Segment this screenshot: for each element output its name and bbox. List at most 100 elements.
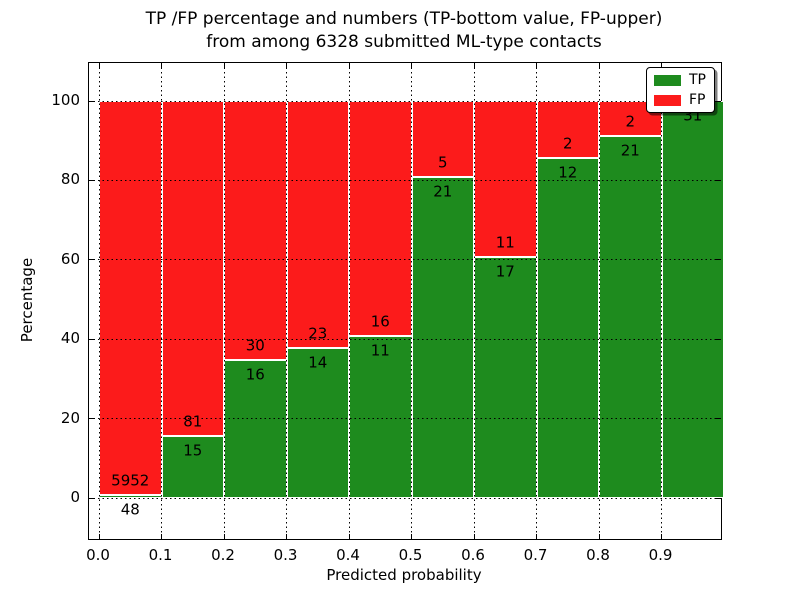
- bar-segment-fp: [349, 101, 412, 337]
- bar-segment-fp: [599, 101, 662, 136]
- grid-line-vertical: [598, 63, 600, 539]
- y-tick-label: 20: [60, 408, 80, 427]
- tp-count-label: 12: [558, 163, 578, 182]
- x-tick-label: 0.7: [523, 546, 548, 564]
- fp-count-label: 16: [370, 312, 390, 331]
- x-tick-mark: [223, 63, 225, 68]
- tp-count-label: 14: [308, 353, 328, 372]
- bar-segment-fp: [224, 101, 287, 360]
- y-tick-mark: [89, 418, 94, 420]
- fp-count-label: 23: [308, 324, 328, 343]
- x-tick-mark: [98, 63, 100, 68]
- y-tick-label: 80: [60, 170, 80, 189]
- y-tick-label: 60: [60, 249, 80, 268]
- grid-line-horizontal: [89, 338, 721, 340]
- tp-color-swatch: [654, 74, 681, 86]
- grid-line-horizontal: [89, 259, 721, 261]
- y-tick-mark: [716, 497, 721, 499]
- bar-segment-tp: [661, 101, 724, 498]
- y-tick-label: 100: [51, 91, 80, 109]
- x-tick-mark: [161, 534, 162, 539]
- x-tick-mark: [411, 534, 412, 539]
- fp-count-label: 5952: [111, 471, 150, 490]
- tp-count-label: 21: [433, 182, 453, 201]
- bar-segment-tp: [536, 157, 599, 498]
- legend: TP FP: [646, 67, 715, 113]
- x-tick-mark: [348, 534, 350, 539]
- x-tick-label: 0.0: [86, 546, 110, 564]
- chart-title-line1: TP /FP percentage and numbers (TP-bottom…: [145, 9, 663, 29]
- fp-count-label: 11: [495, 233, 515, 252]
- tp-count-label: 15: [183, 441, 203, 460]
- bar-segment-fp: [161, 101, 224, 436]
- x-tick-mark: [286, 534, 287, 539]
- legend-label-tp: TP: [689, 72, 706, 88]
- bar-segment-fp: [286, 101, 349, 348]
- grid-line-vertical: [536, 63, 537, 539]
- grid-line-vertical: [348, 63, 350, 539]
- y-tick-mark: [89, 497, 94, 499]
- x-tick-label: 0.3: [273, 546, 298, 564]
- x-tick-mark: [286, 63, 287, 68]
- x-tick-mark: [536, 63, 537, 68]
- y-tick-label: 0: [70, 488, 80, 506]
- chart-title: TP /FP percentage and numbers (TP-bottom…: [8, 8, 800, 54]
- plot-area: 5952 48 81 15 30 16 23 14 16 11 5 21 11 17 2 12 2 21 31: [88, 62, 724, 540]
- y-tick-mark: [716, 418, 721, 420]
- x-tick-label: 0.6: [461, 546, 485, 564]
- x-tick-label: 0.4: [336, 546, 360, 564]
- y-tick-mark: [716, 100, 721, 102]
- y-tick-label: 40: [60, 329, 80, 348]
- chart-title-line2: from among 6328 submitted ML-type contac…: [206, 32, 602, 52]
- grid-line-horizontal: [89, 497, 721, 499]
- y-tick-mark: [89, 338, 94, 340]
- grid-line-horizontal: [89, 179, 721, 181]
- legend-label-fp: FP: [689, 92, 706, 108]
- bar-segment-fp: [99, 101, 162, 495]
- legend-item-fp: FP: [654, 93, 707, 107]
- x-tick-mark: [223, 534, 225, 539]
- x-tick-mark: [536, 534, 537, 539]
- y-tick-mark: [716, 179, 721, 181]
- bar-segment-tp: [599, 135, 662, 498]
- bar-segment-tp: [474, 256, 537, 498]
- x-tick-mark: [161, 63, 162, 68]
- y-tick-mark: [716, 338, 721, 340]
- tp-count-label: 48: [120, 500, 140, 519]
- y-tick-mark: [716, 259, 721, 261]
- grid-line-vertical: [161, 63, 162, 539]
- x-tick-mark: [598, 63, 600, 68]
- grid-line-vertical: [223, 63, 225, 539]
- fp-count-label: 81: [183, 412, 203, 431]
- x-tick-mark: [661, 63, 662, 68]
- x-tick-label: 0.9: [648, 546, 673, 564]
- tp-count-label: 11: [370, 341, 390, 360]
- bar-segment-fp: [536, 101, 599, 158]
- y-tick-mark: [89, 179, 94, 181]
- fp-count-label: 2: [562, 134, 573, 153]
- grid-line-vertical: [98, 63, 100, 539]
- fp-color-swatch: [654, 94, 681, 106]
- fp-count-label: 2: [625, 112, 636, 131]
- grid-line-vertical: [411, 63, 412, 539]
- grid-line-vertical: [661, 63, 662, 539]
- fp-count-label: 5: [437, 153, 448, 172]
- tp-count-label: 21: [620, 141, 640, 160]
- x-tick-mark: [348, 63, 350, 68]
- x-tick-label: 0.8: [586, 546, 610, 564]
- x-tick-mark: [411, 63, 412, 68]
- x-tick-mark: [98, 534, 100, 539]
- grid-line-horizontal: [89, 418, 721, 420]
- tp-count-label: 16: [245, 365, 265, 384]
- x-tick-mark: [661, 534, 662, 539]
- x-tick-label: 0.5: [398, 546, 423, 564]
- legend-item-tp: TP: [654, 73, 707, 87]
- y-tick-mark: [89, 259, 94, 261]
- fp-count-label: 30: [245, 336, 265, 355]
- grid-line-horizontal: [89, 100, 721, 102]
- grid-line-vertical: [286, 63, 287, 539]
- x-axis-label: Predicted probability: [326, 566, 482, 584]
- x-tick-mark: [473, 534, 475, 539]
- x-tick-mark: [598, 534, 600, 539]
